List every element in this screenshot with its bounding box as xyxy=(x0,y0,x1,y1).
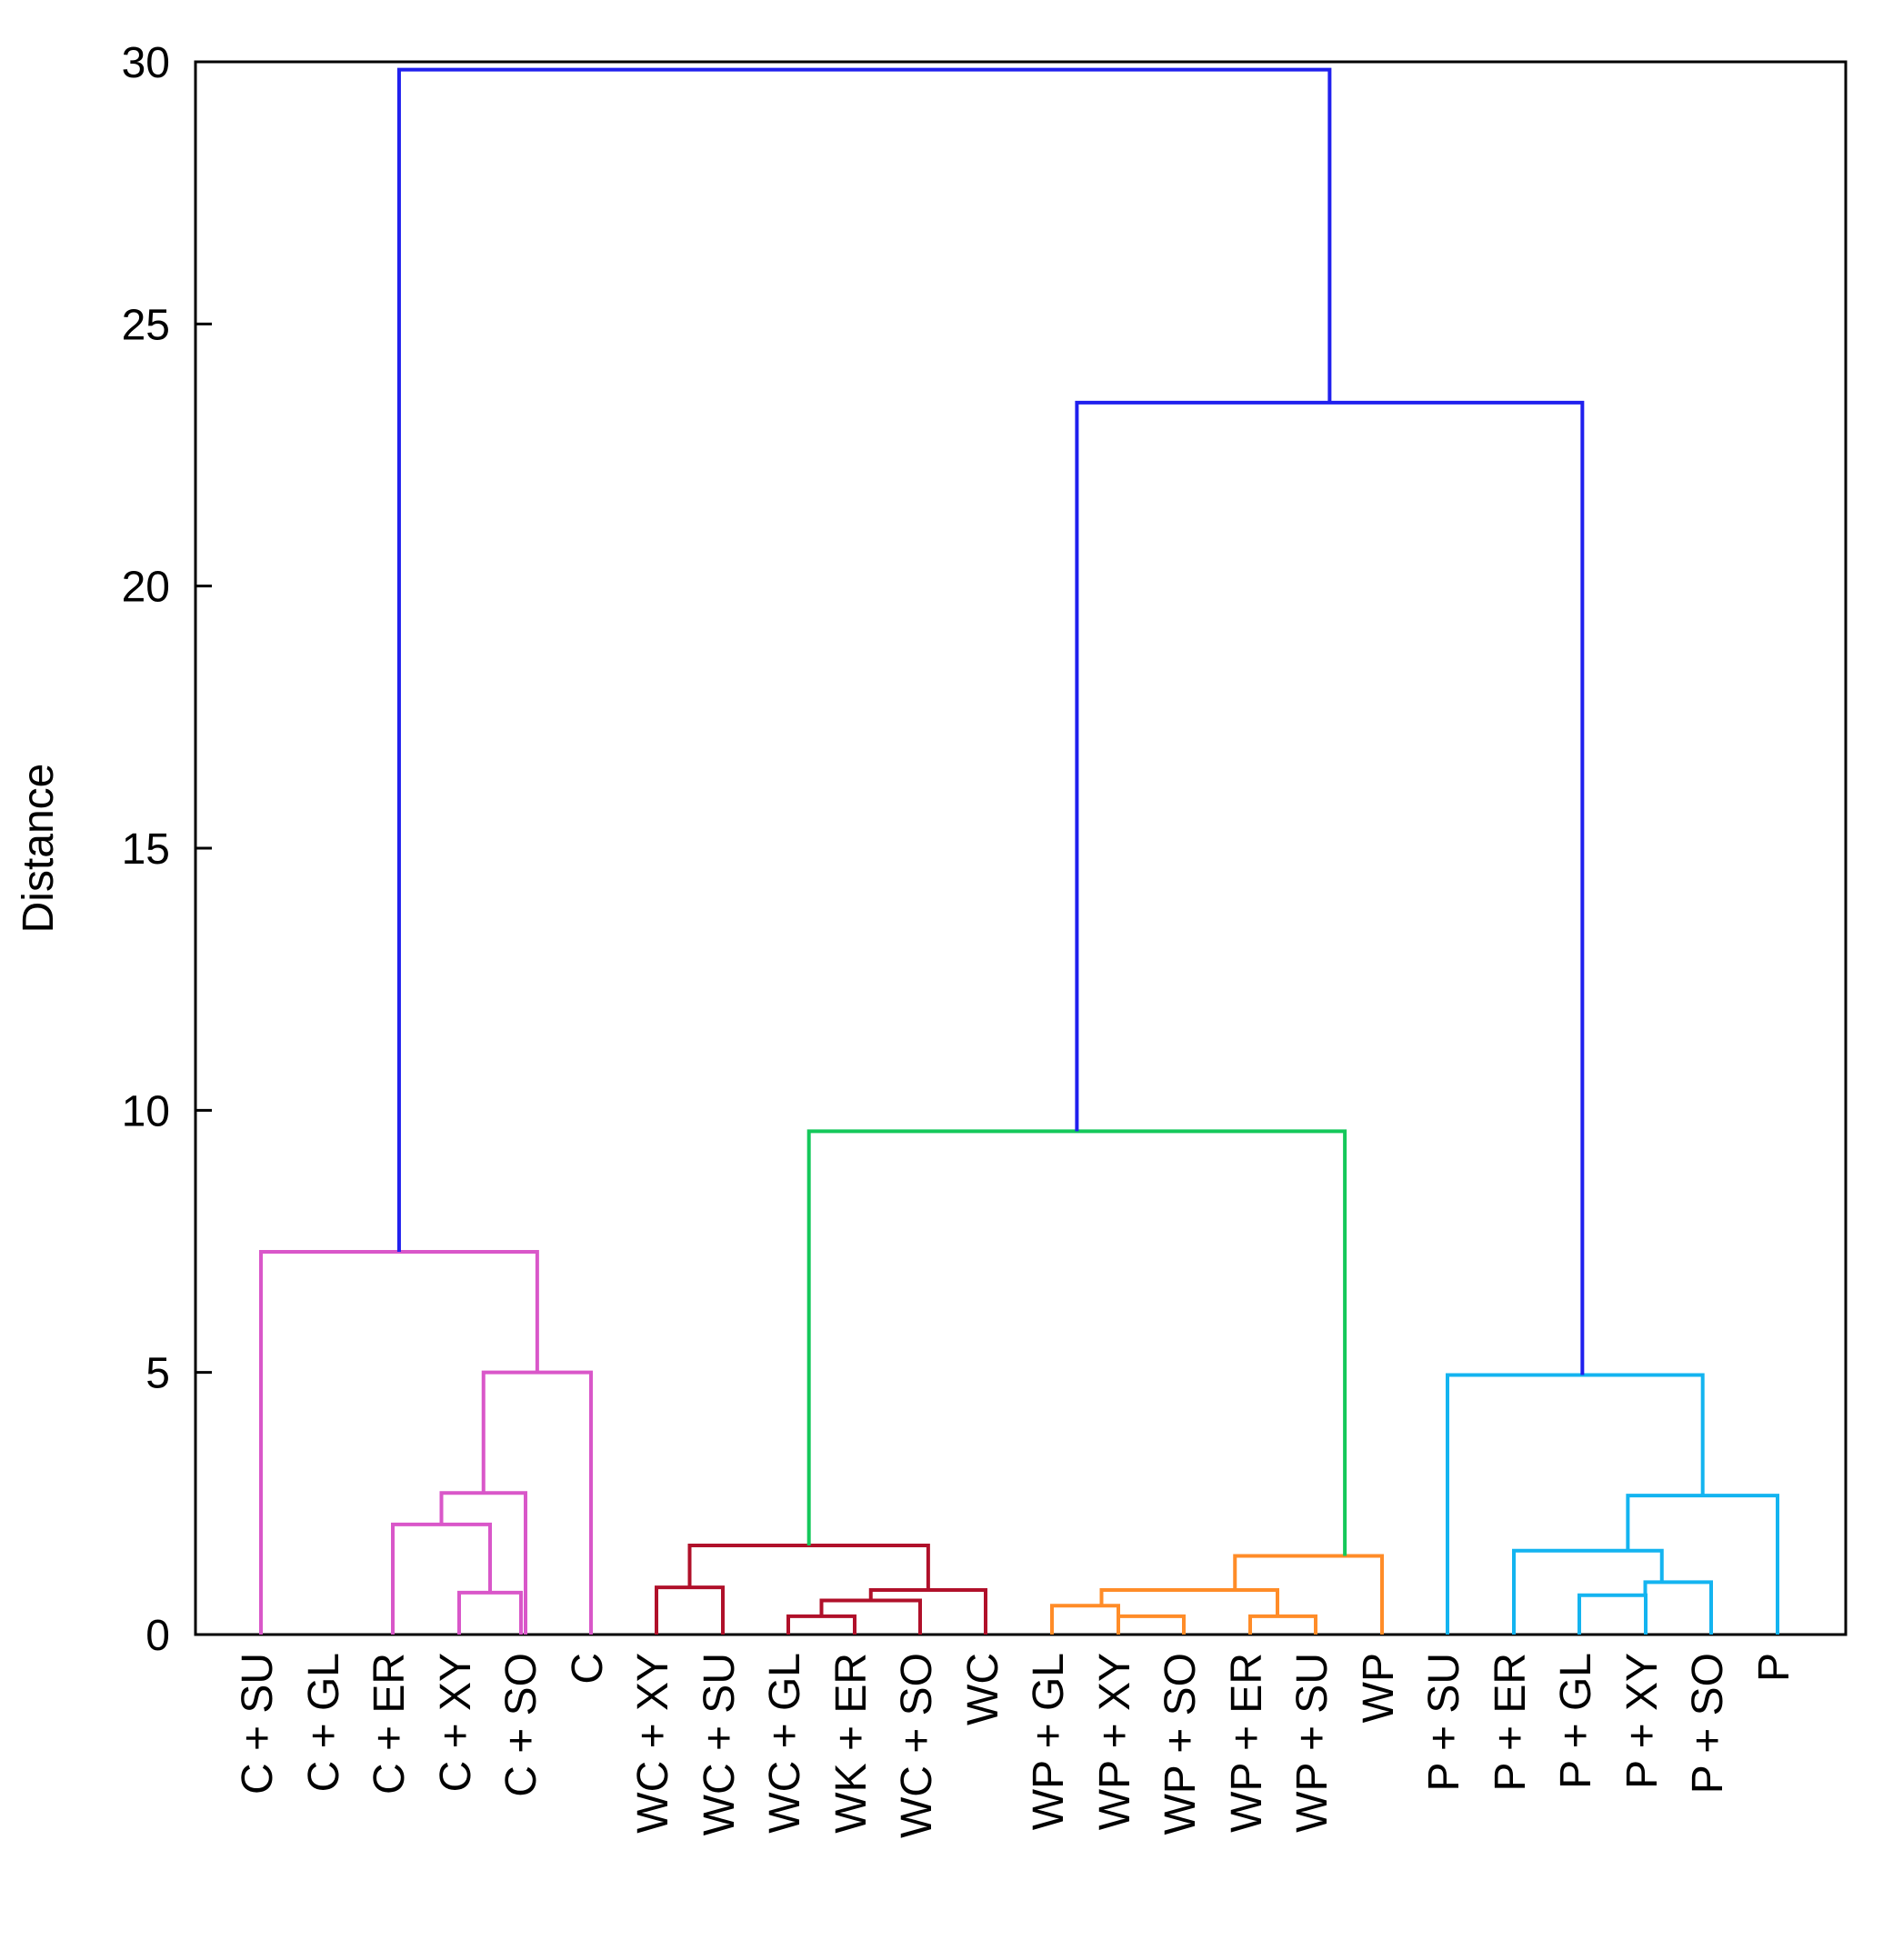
leaf-label: WP + XY xyxy=(1091,1653,1139,1830)
link-t2 xyxy=(396,67,1332,1253)
y-tick-label: 10 xyxy=(122,1087,170,1135)
leaf-label: P + SO xyxy=(1684,1653,1732,1794)
y-tick-label: 5 xyxy=(145,1350,170,1398)
link-w1 xyxy=(655,1585,725,1635)
y-axis-title: Distance xyxy=(15,764,63,934)
y-tick-label: 20 xyxy=(122,564,170,612)
link-g1 xyxy=(806,1129,1347,1556)
link-q5 xyxy=(1446,1373,1705,1635)
y-axis: 0 5 10 15 20 25 30 xyxy=(122,39,212,1660)
link-p3 xyxy=(1248,1614,1317,1635)
link-c4 xyxy=(481,1370,593,1635)
leaf-label: C + GL xyxy=(300,1653,348,1792)
link-t1 xyxy=(1075,400,1585,1375)
leaf-label: C xyxy=(564,1653,612,1685)
leaf-label: WC xyxy=(959,1653,1007,1725)
leaf-label: WP + SU xyxy=(1288,1653,1337,1833)
leaf-label: P + SU xyxy=(1420,1653,1468,1792)
link-p4 xyxy=(1099,1587,1279,1616)
y-tick-label: 0 xyxy=(145,1612,170,1660)
link-w5 xyxy=(687,1543,930,1590)
y-tick-label: 15 xyxy=(122,825,170,874)
link-q3 xyxy=(1512,1548,1664,1635)
leaf-label: P + ER xyxy=(1487,1653,1535,1792)
leaf-label: WC + SU xyxy=(696,1653,744,1835)
leaf-label: C + ER xyxy=(366,1653,414,1795)
leaf-labels: C + SU C + GL C + ER C + XY C + SO C WC + XY WC… xyxy=(234,1653,1798,1838)
link-w4 xyxy=(868,1587,987,1635)
link-p1 xyxy=(1050,1604,1120,1635)
link-q2 xyxy=(1643,1580,1713,1635)
leaf-label: P + XY xyxy=(1618,1653,1667,1789)
leaf-label: WP + ER xyxy=(1223,1653,1271,1833)
link-p5 xyxy=(1233,1554,1384,1635)
link-c2 xyxy=(391,1522,492,1635)
link-p2 xyxy=(1117,1614,1186,1635)
leaf-label: WK + ER xyxy=(827,1653,876,1834)
link-c5 xyxy=(259,1250,539,1635)
leaf-label: P xyxy=(1750,1653,1798,1682)
link-q4 xyxy=(1626,1494,1779,1635)
plot-frame xyxy=(194,60,1848,1636)
link-c3 xyxy=(439,1491,527,1635)
link-c1 xyxy=(457,1590,523,1635)
leaf-label: C + SO xyxy=(497,1653,546,1797)
leaf-label: C + SU xyxy=(234,1653,282,1795)
leaf-label: WC + GL xyxy=(761,1653,809,1834)
leaf-label: WP xyxy=(1355,1653,1403,1723)
leaf-label: C + XY xyxy=(432,1653,480,1792)
leaf-label: WP + SO xyxy=(1157,1653,1205,1835)
y-tick-label: 30 xyxy=(122,39,170,87)
leaf-label: WC + SO xyxy=(893,1653,941,1838)
link-w2 xyxy=(786,1614,856,1635)
leaf-label: P + GL xyxy=(1552,1653,1600,1789)
leaf-label: WP + GL xyxy=(1025,1653,1073,1830)
leaf-label: WC + XY xyxy=(629,1653,677,1834)
link-q1 xyxy=(1578,1593,1648,1635)
y-tick-label: 25 xyxy=(122,301,170,349)
dendrogram-links xyxy=(259,67,1779,1635)
